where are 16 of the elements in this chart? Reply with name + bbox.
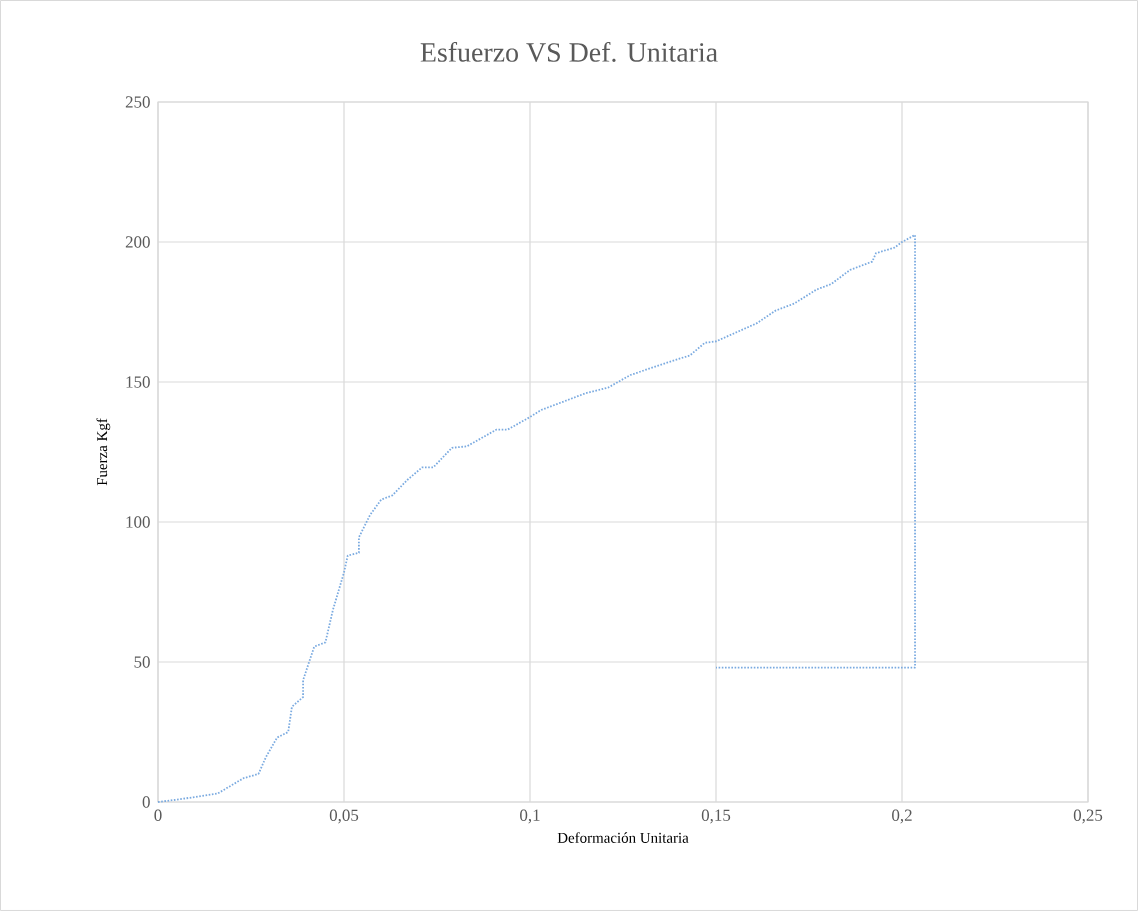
y-axis-title: Fuerza Kgf: [96, 418, 111, 486]
x-axis-title: Deformación Unitaria: [557, 832, 689, 843]
x-tick-label: 0,2: [892, 809, 912, 824]
x-tick-label: 0,15: [701, 809, 731, 824]
y-tick-label: 0: [142, 796, 150, 808]
chart-title: Esfuerzo VS Def. Unitaria: [420, 41, 718, 63]
y-tick-label: 50: [134, 656, 150, 668]
line-series: [157, 234, 916, 803]
x-tick-label: 0,25: [1073, 809, 1103, 824]
x-tick-label: 0,05: [329, 809, 359, 824]
y-tick-label: 150: [126, 376, 150, 388]
x-tick-label: 0,1: [520, 809, 540, 824]
y-tick-label: 200: [125, 236, 150, 248]
y-tick-label: 100: [126, 516, 150, 528]
x-tick-label: 0: [154, 809, 162, 821]
y-tick-label: 250: [125, 96, 150, 108]
